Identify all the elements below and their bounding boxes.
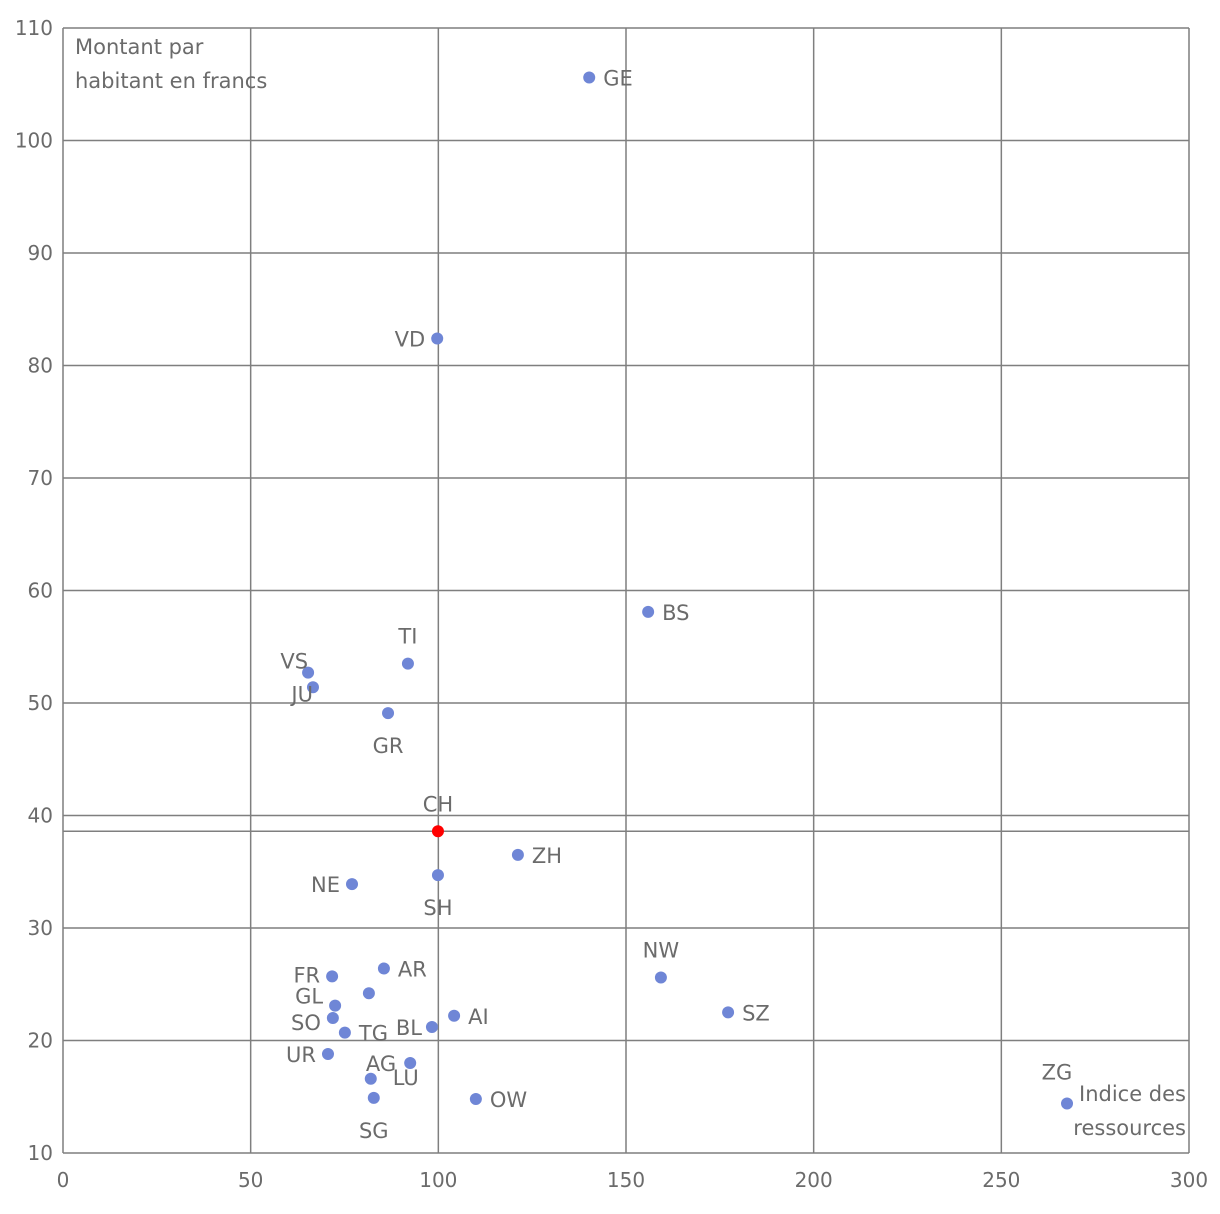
x-tick-label: 100 (419, 1168, 457, 1192)
x-axis-title-line1: Indice des (1079, 1082, 1186, 1106)
y-tick-label: 50 (28, 691, 53, 715)
point-label: VS (280, 650, 308, 674)
y-tick-label: 30 (28, 916, 53, 940)
data-point-ag[interactable] (404, 1057, 417, 1069)
point-label: BL (396, 1016, 422, 1040)
x-axis-title-line2: ressources (1073, 1116, 1186, 1140)
point-label: SG (359, 1119, 389, 1143)
point-label: CH (423, 792, 453, 816)
y-tick-label: 40 (28, 804, 53, 828)
data-point-lu[interactable] (364, 1072, 377, 1085)
point-label: JU (289, 682, 313, 706)
data-point-ow[interactable] (469, 1093, 482, 1105)
point-label: ZG (1042, 1061, 1073, 1085)
point-label: GR (373, 734, 404, 758)
data-point-gr[interactable] (382, 707, 395, 720)
point-label: GE (603, 67, 633, 91)
data-point-vs[interactable] (302, 666, 315, 679)
grid (62, 27, 1190, 1154)
point-label: BS (662, 601, 689, 625)
point-label: TI (397, 625, 417, 649)
point-label: LU (393, 1066, 419, 1090)
y-axis-title-line1: Montant par (75, 35, 204, 59)
data-point-sh[interactable] (431, 869, 444, 882)
point-label: SH (423, 896, 452, 920)
point-label: NW (643, 939, 680, 963)
data-point-ge[interactable] (583, 71, 596, 84)
point-label: SZ (742, 1001, 770, 1025)
point-label: UR (286, 1043, 316, 1067)
data-point-bs[interactable] (642, 605, 655, 618)
y-axis-title-line2: habitant en francs (75, 69, 267, 93)
data-point-bl[interactable] (425, 1021, 438, 1033)
point-label: AR (398, 958, 427, 982)
point-label: SO (291, 1011, 321, 1035)
data-point-ur[interactable] (321, 1048, 334, 1060)
tick-labels: 0 50 100 150 200 250 300 10 20 30 40 50 60 70 80 90 100 1… (15, 16, 1208, 1192)
point-label: VD (395, 328, 426, 352)
data-point-fr[interactable] (326, 970, 339, 983)
data-point-zg[interactable] (1061, 1097, 1074, 1110)
point-label: NE (311, 873, 340, 897)
data-point-so[interactable] (326, 1012, 339, 1024)
y-tick-label: 20 (28, 1029, 53, 1053)
x-tick-label: 200 (795, 1168, 833, 1192)
data-point-ju[interactable] (306, 681, 319, 694)
y-tick-label: 90 (28, 241, 53, 265)
data-point[interactable] (362, 987, 375, 1000)
data-point-ar[interactable] (377, 962, 390, 975)
data-point-tg[interactable] (338, 1026, 351, 1039)
data-point-ai[interactable] (448, 1009, 461, 1022)
y-tick-label: 10 (28, 1141, 53, 1165)
y-tick-label: 70 (28, 466, 53, 490)
y-tick-label: 100 (15, 129, 53, 153)
data-point-ne[interactable] (346, 878, 359, 891)
point-label: TG (358, 1022, 388, 1046)
y-tick-label: 60 (28, 579, 53, 603)
point-label: OW (490, 1088, 528, 1112)
data-point-sg[interactable] (367, 1091, 380, 1104)
data-point-vd[interactable] (431, 332, 444, 345)
point-label: ZH (532, 844, 562, 868)
point-label: GL (295, 985, 323, 1009)
x-tick-label: 250 (982, 1168, 1020, 1192)
data-point-sz[interactable] (722, 1006, 735, 1019)
data-point-ch[interactable] (431, 825, 444, 838)
y-tick-label: 80 (28, 354, 53, 378)
point-label: FR (293, 963, 320, 987)
data-point-gl[interactable] (329, 999, 342, 1012)
x-tick-label: 300 (1170, 1168, 1208, 1192)
x-tick-label: 150 (607, 1168, 645, 1192)
x-tick-label: 0 (57, 1168, 70, 1192)
point-label: AG (366, 1052, 396, 1076)
x-tick-label: 50 (238, 1168, 263, 1192)
point-label: AI (468, 1005, 489, 1029)
data-point-nw[interactable] (654, 971, 667, 984)
data-point-ti[interactable] (401, 657, 414, 670)
y-tick-label: 110 (15, 16, 53, 40)
data-point-zh[interactable] (511, 848, 524, 861)
